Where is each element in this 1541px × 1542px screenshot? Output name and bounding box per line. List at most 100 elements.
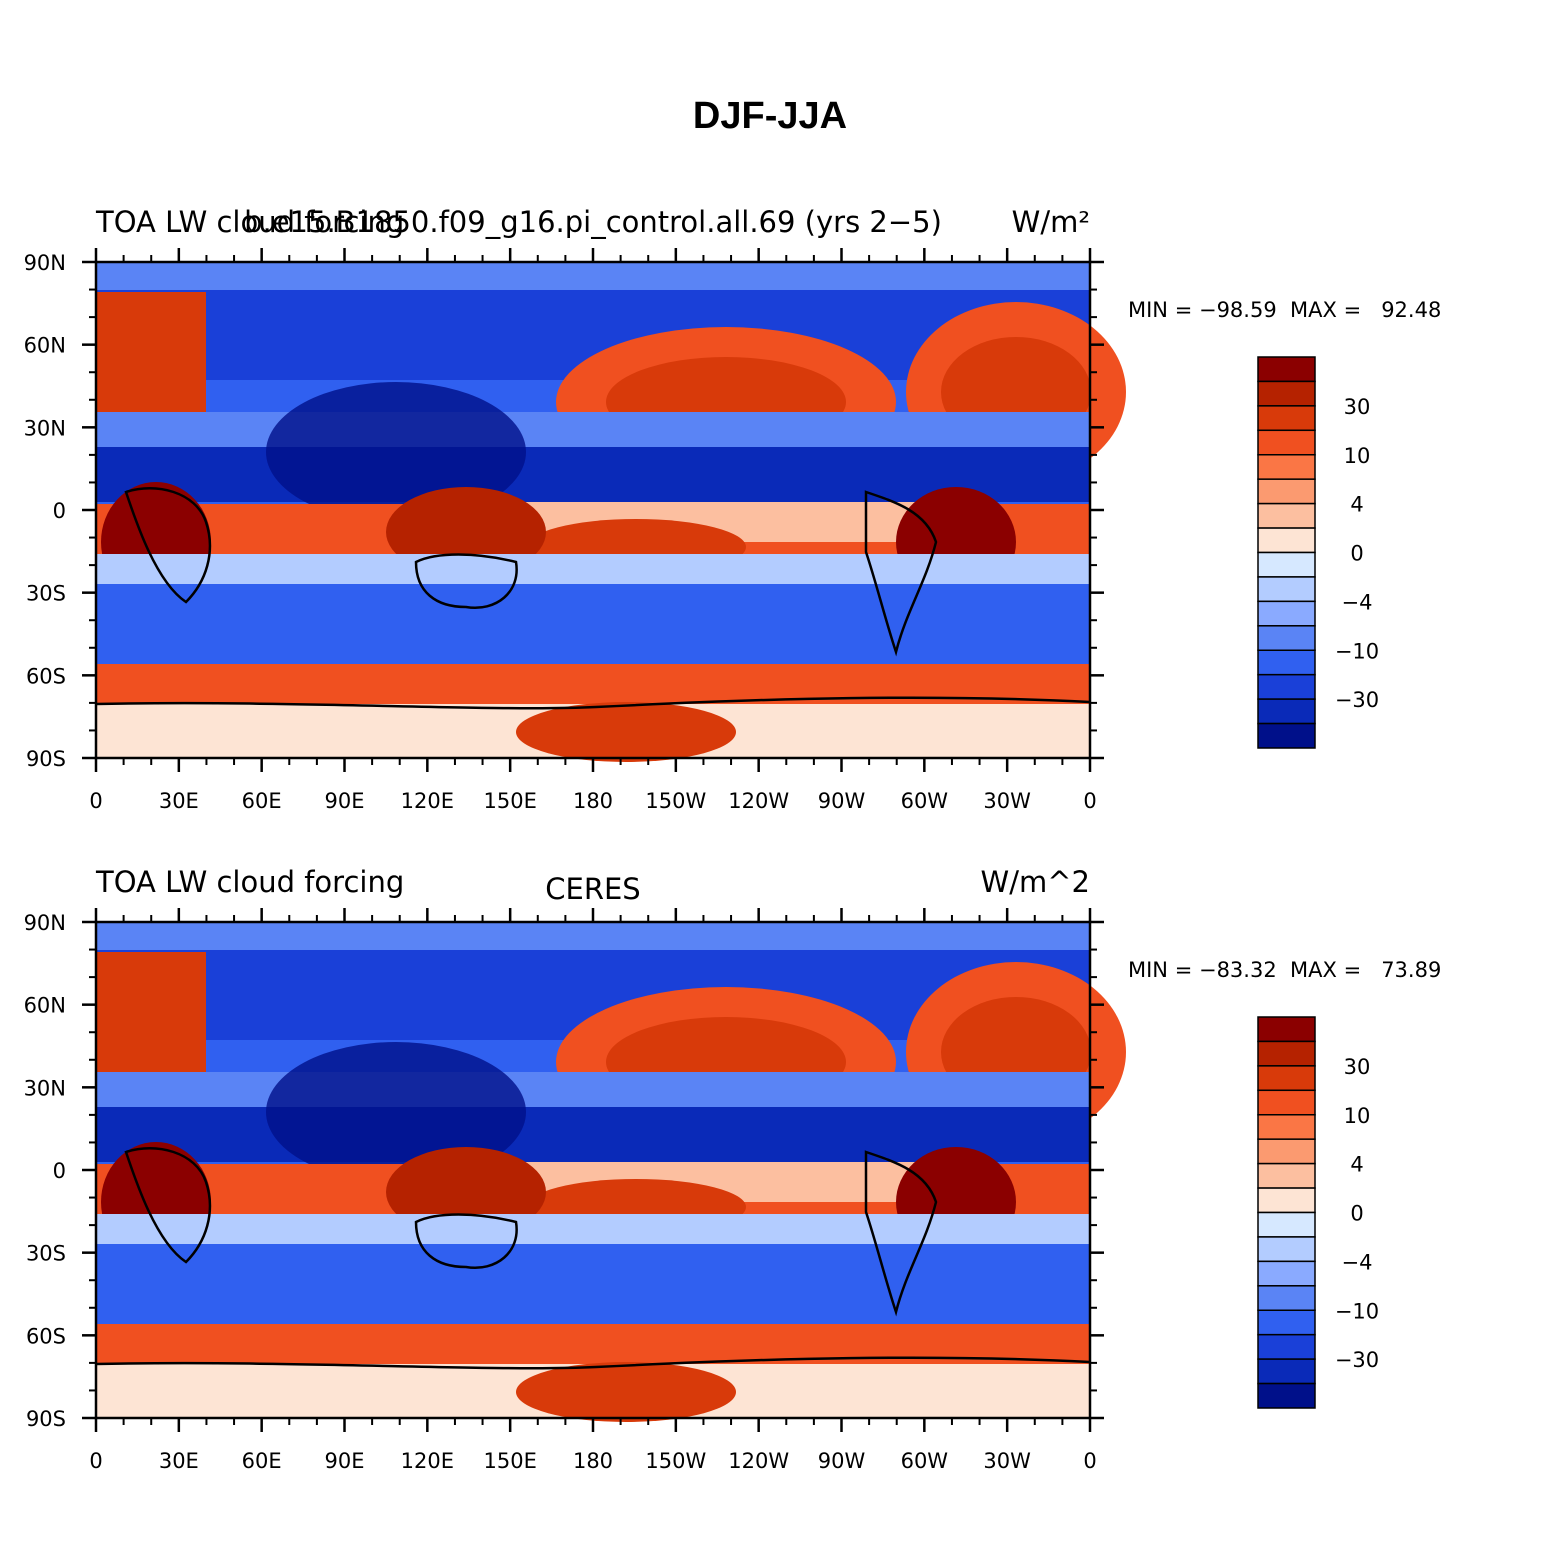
colorbar-label: 0: [1350, 542, 1363, 566]
colorbar-label: −30: [1335, 1348, 1379, 1372]
colorbar-box: [1257, 1040, 1316, 1067]
colorbar-box: [1257, 625, 1316, 651]
lat-label: 60N: [24, 994, 66, 1018]
lon-label: 30E: [159, 789, 199, 813]
colorbar-box: [1257, 380, 1316, 407]
colorbar-box: [1257, 722, 1316, 749]
colorbar-label: −4: [1342, 590, 1373, 614]
map-panel: TOA LW cloud forcing CERES W/m^2 MIN = −83.…: [24, 865, 1442, 1473]
lat-label: 30N: [24, 1076, 66, 1100]
colorbar-label: 10: [1344, 444, 1371, 468]
lat-label: 30S: [26, 1242, 66, 1266]
colorbar-box: [1257, 1309, 1316, 1336]
lon-label: 150W: [645, 1449, 706, 1473]
colorbar-box: [1257, 1333, 1316, 1360]
colorbar-label: 4: [1350, 1153, 1363, 1177]
lon-label: 30E: [159, 1449, 199, 1473]
colorbar-label: −30: [1335, 688, 1379, 712]
colorbar-label: 30: [1344, 395, 1371, 419]
colorbar-label: −10: [1335, 639, 1379, 663]
colorbar-box: [1257, 576, 1316, 603]
lat-label: 90N: [24, 251, 66, 275]
colorbar-box: [1257, 527, 1316, 554]
colorbar-box: [1257, 600, 1316, 627]
colorbar-box: [1257, 1211, 1316, 1238]
lon-label: 90W: [818, 1449, 866, 1473]
right-title: W/m^2: [981, 865, 1090, 899]
left-title: TOA LW cloud forcing: [95, 865, 404, 899]
figure-title: DJF-JJA: [693, 95, 847, 137]
lon-label: 0: [89, 1449, 102, 1473]
lon-label: 30W: [983, 1449, 1031, 1473]
lon-label: 60E: [242, 789, 282, 813]
map-panel: TOA LW cloud forcingb.e15.B1850.f09_g16.…: [24, 205, 1442, 813]
lat-label: 90S: [26, 1407, 66, 1431]
lon-label: 90E: [325, 789, 365, 813]
colorbar-box: [1257, 502, 1316, 529]
colorbar-label: −4: [1342, 1250, 1373, 1274]
lat-label: 60S: [26, 1324, 66, 1348]
lon-label: 0: [1083, 789, 1096, 813]
colorbar-box: [1257, 1138, 1316, 1165]
min-max: MIN = −83.32 MAX = 73.89: [1128, 958, 1441, 982]
lat-label: 30N: [24, 416, 66, 440]
colorbar-box: [1257, 454, 1316, 480]
lon-label: 60W: [901, 1449, 949, 1473]
colorbar-box: [1257, 551, 1316, 578]
min-max: MIN = −98.59 MAX = 92.48: [1128, 298, 1441, 322]
lat-label: 0: [53, 499, 66, 523]
map-field: [94, 260, 1128, 764]
center-title: CERES: [545, 872, 640, 906]
colorbar-box: [1257, 673, 1316, 700]
colorbar-box: [1257, 1016, 1316, 1043]
map-field: [94, 920, 1128, 1424]
colorbar-box: [1257, 649, 1316, 676]
lon-label: 0: [89, 789, 102, 813]
lon-label: 30W: [983, 789, 1031, 813]
colorbar-box: [1257, 1358, 1316, 1385]
colorbar-box: [1257, 478, 1316, 505]
lon-label: 60E: [242, 1449, 282, 1473]
lon-label: 120W: [728, 1449, 789, 1473]
lon-label: 120E: [401, 1449, 454, 1473]
left-title: TOA LW cloud forcing: [95, 205, 404, 239]
lat-label: 0: [53, 1159, 66, 1183]
colorbar-box: [1257, 1162, 1316, 1189]
colorbar-label: 0: [1350, 1202, 1363, 1226]
lon-label: 180: [573, 1449, 613, 1473]
lon-label: 150W: [645, 789, 706, 813]
colorbar-box: [1257, 405, 1316, 432]
colorbar-box: [1257, 1236, 1316, 1263]
lat-label: 60S: [26, 664, 66, 688]
lat-label: 60N: [24, 334, 66, 358]
center-title: b.e15.B1850.f09_g16.pi_control.all.69 (y…: [244, 205, 942, 239]
right-title: W/m²: [1012, 205, 1090, 239]
lon-label: 120E: [401, 789, 454, 813]
colorbar-box: [1257, 1285, 1316, 1311]
colorbar-box: [1257, 1187, 1316, 1214]
panels: TOA LW cloud forcingb.e15.B1850.f09_g16.…: [24, 205, 1442, 1473]
lat-label: 90N: [24, 911, 66, 935]
colorbar-label: 10: [1344, 1104, 1371, 1128]
lon-label: 90E: [325, 1449, 365, 1473]
lon-label: 150E: [483, 1449, 536, 1473]
colorbar-box: [1257, 1114, 1316, 1140]
lon-label: 0: [1083, 1449, 1096, 1473]
lat-label: 30S: [26, 582, 66, 606]
colorbar-label: 30: [1344, 1055, 1371, 1079]
lon-label: 180: [573, 789, 613, 813]
colorbar-box: [1257, 1089, 1316, 1116]
colorbar-label: 4: [1350, 493, 1363, 517]
lat-label: 90S: [26, 747, 66, 771]
colorbar-box: [1257, 356, 1316, 383]
colorbar-box: [1257, 698, 1316, 725]
colorbar-label: −10: [1335, 1299, 1379, 1323]
lon-label: 120W: [728, 789, 789, 813]
colorbar-box: [1257, 1065, 1316, 1092]
colorbar-box: [1257, 429, 1316, 456]
lon-label: 90W: [818, 789, 866, 813]
lon-label: 150E: [483, 789, 536, 813]
colorbar-box: [1257, 1260, 1316, 1287]
lon-label: 60W: [901, 789, 949, 813]
